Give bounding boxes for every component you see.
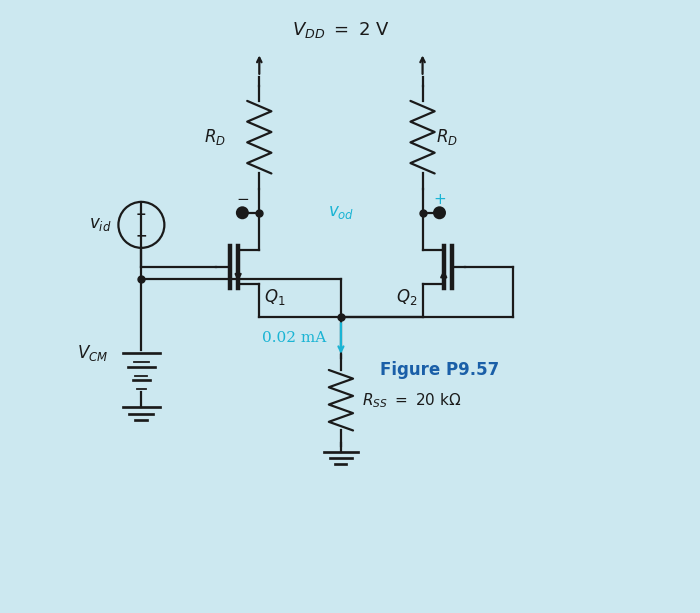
Text: 0.02 mA: 0.02 mA bbox=[262, 330, 326, 345]
Circle shape bbox=[237, 207, 248, 218]
Circle shape bbox=[434, 207, 445, 218]
Text: Figure P9.57: Figure P9.57 bbox=[380, 361, 500, 379]
Text: +: + bbox=[136, 208, 147, 221]
Text: +: + bbox=[433, 192, 446, 207]
Text: $R_{SS}\ =\ 20\ \mathrm{k}\Omega$: $R_{SS}\ =\ 20\ \mathrm{k}\Omega$ bbox=[362, 391, 461, 409]
Text: $Q_2$: $Q_2$ bbox=[396, 287, 418, 308]
Text: $R_D$: $R_D$ bbox=[204, 127, 226, 147]
Text: $R_D$: $R_D$ bbox=[436, 127, 458, 147]
Text: $v_{id}$: $v_{id}$ bbox=[89, 216, 111, 234]
Text: $v_{od}$: $v_{od}$ bbox=[328, 204, 354, 221]
Text: $V_{CM}$: $V_{CM}$ bbox=[77, 343, 108, 363]
Text: $V_{DD}\ =\ 2\ \mathrm{V}$: $V_{DD}\ =\ 2\ \mathrm{V}$ bbox=[292, 20, 390, 40]
Text: $Q_1$: $Q_1$ bbox=[264, 287, 286, 308]
Text: −: − bbox=[136, 228, 147, 242]
Text: −: − bbox=[236, 192, 248, 207]
